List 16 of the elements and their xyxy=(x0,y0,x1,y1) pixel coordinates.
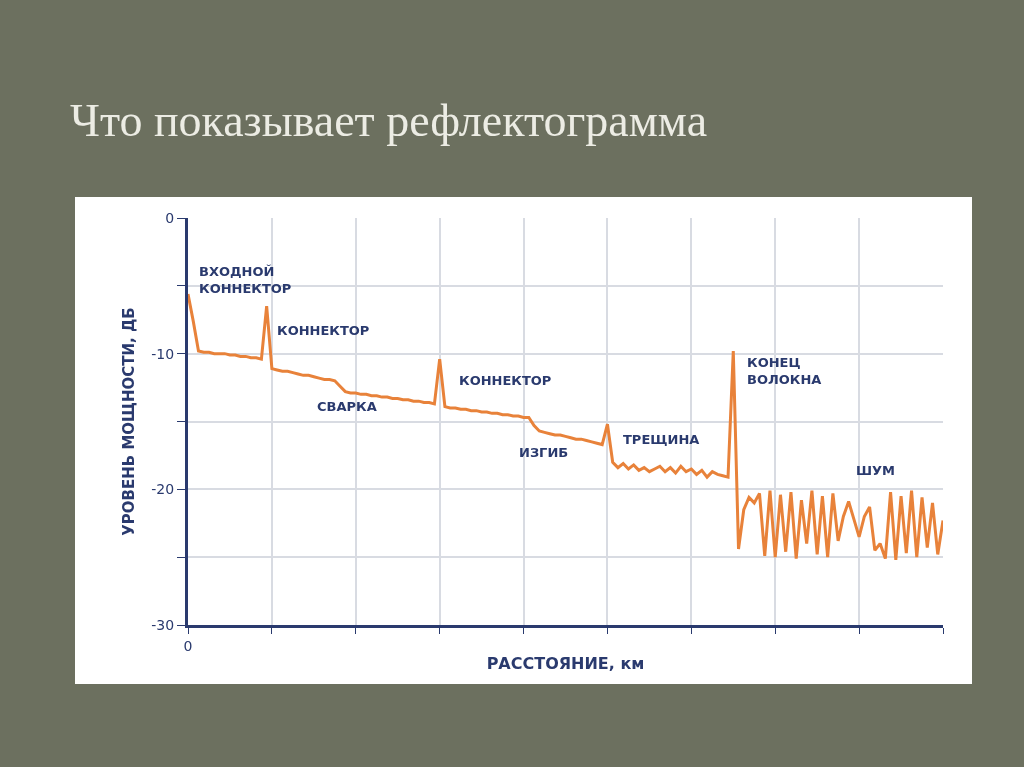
annotation: КОННЕКТОР xyxy=(277,323,370,338)
annotation: КОННЕКТОР xyxy=(459,373,552,388)
annotation: ТРЕЩИНА xyxy=(623,432,700,447)
y-tick-label: -20 xyxy=(151,481,175,498)
x-axis-title: РАССТОЯНИЕ, км xyxy=(486,654,645,674)
y-tick-label: 0 xyxy=(165,209,175,226)
y-axis-title: УРОВЕНЬ МОЩНОСТИ, ДБ xyxy=(119,307,138,536)
line-series xyxy=(188,292,943,562)
annotation: ВХОДНОЙ КОННЕКТОР xyxy=(199,264,292,296)
annotation: ШУМ xyxy=(856,463,896,478)
annotation: ИЗГИБ xyxy=(519,445,569,460)
y-tick-label: -30 xyxy=(151,616,175,633)
annotation: СВАРКА xyxy=(317,399,377,414)
annotation: КОНЕЦ ВОЛОКНА xyxy=(747,355,822,387)
chart-title: Что показывает рефлектограмма xyxy=(70,95,708,147)
y-tick-label: -10 xyxy=(151,345,175,362)
